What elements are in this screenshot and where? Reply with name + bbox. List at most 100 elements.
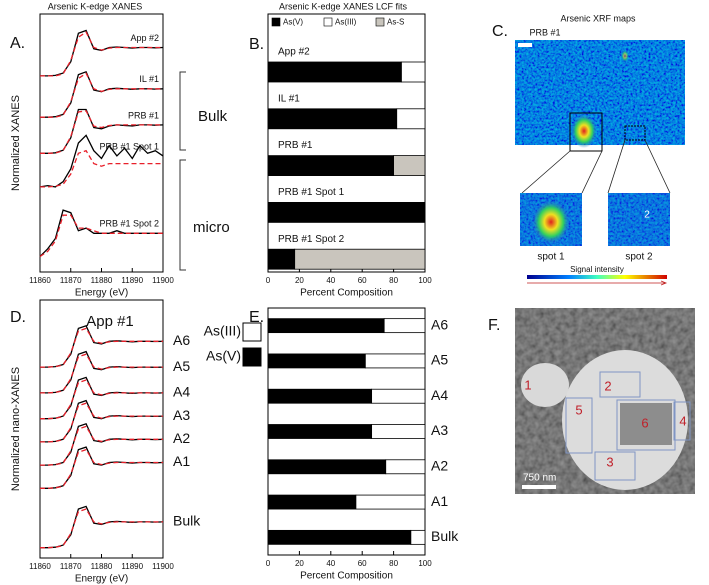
category-label: A1 xyxy=(431,493,448,509)
particle xyxy=(521,363,569,407)
legend-label: As(III) xyxy=(204,323,241,339)
xrf-noise xyxy=(515,40,685,145)
spot-marker: 2 xyxy=(644,210,650,221)
annotation: micro xyxy=(193,219,230,236)
chart-title: Arsenic K-edge XANES LCF fits xyxy=(279,1,408,11)
core xyxy=(620,403,672,445)
spectrum xyxy=(40,422,164,466)
legend-label: As(V) xyxy=(206,348,241,364)
spectrum xyxy=(39,134,164,188)
x-tick-label: 11890 xyxy=(121,562,143,571)
bar-segment xyxy=(267,155,394,177)
bar-segment xyxy=(401,61,426,83)
x-tick-label: 60 xyxy=(358,559,367,568)
category-label: PRB #1 Spot 2 xyxy=(278,234,345,245)
bar-segment xyxy=(267,388,373,404)
bracket xyxy=(179,71,186,151)
connector xyxy=(521,139,671,194)
x-tick-label: 11880 xyxy=(91,276,113,285)
series-label: A1 xyxy=(173,453,190,469)
x-tick-label: 40 xyxy=(326,276,335,285)
category-label: App #2 xyxy=(278,47,310,58)
category-label: A5 xyxy=(431,352,448,368)
category-label: PRB #1 xyxy=(278,140,313,151)
scale-bar-label: 750 nm xyxy=(523,473,556,484)
zoom-noise xyxy=(608,193,670,246)
fit-line xyxy=(40,31,163,77)
spectrum xyxy=(40,376,164,420)
zoom-box xyxy=(569,112,603,152)
colorbar-arrow xyxy=(527,280,668,286)
fit-line xyxy=(40,508,163,549)
panel-label: D. xyxy=(10,309,26,326)
scale-bar xyxy=(522,485,556,489)
bar-segment xyxy=(383,318,426,334)
category-label: A4 xyxy=(431,387,448,403)
spectrum xyxy=(40,324,164,368)
bar-segment xyxy=(267,353,366,369)
category-label: PRB #1 Spot 1 xyxy=(278,187,345,198)
legend-label: As(III) xyxy=(335,18,357,27)
spectrum xyxy=(40,399,164,443)
title: Arsenic XRF maps xyxy=(560,13,636,23)
x-tick-label: 20 xyxy=(295,276,304,285)
fit-line xyxy=(40,448,163,489)
bar-segment xyxy=(371,388,426,404)
legend-swatch xyxy=(242,322,262,342)
bar-segment xyxy=(267,318,385,334)
x-tick-label: 11870 xyxy=(60,276,82,285)
x-tick-label: 11890 xyxy=(121,276,143,285)
region-boxes xyxy=(565,371,691,481)
fit-line xyxy=(40,327,163,368)
bar-segment xyxy=(294,248,426,270)
bracket xyxy=(179,159,186,271)
legend-label: As-S xyxy=(387,18,404,27)
region-label: 2 xyxy=(604,378,611,393)
fit-line xyxy=(40,149,163,188)
x-tick-label: 0 xyxy=(266,276,271,285)
hotspot xyxy=(571,114,597,148)
x-axis-label: Percent Composition xyxy=(300,571,393,582)
legend-swatch xyxy=(323,17,333,27)
x-axis-label: Energy (eV) xyxy=(75,574,128,585)
bar-segment xyxy=(267,108,398,130)
region-label: 6 xyxy=(641,415,648,430)
x-tick-label: 60 xyxy=(358,276,367,285)
series-label: IL #1 xyxy=(139,74,159,84)
category-label: A6 xyxy=(431,316,448,332)
y-axis-label: Normalized XANES xyxy=(10,95,22,191)
fit-line xyxy=(40,425,163,466)
legend-swatch xyxy=(375,17,385,27)
colorbar xyxy=(527,275,667,279)
bar-segment xyxy=(267,61,402,83)
x-tick-label: 80 xyxy=(389,559,398,568)
bar-segment xyxy=(267,201,426,223)
legend-swatch xyxy=(242,347,262,367)
x-tick-label: 20 xyxy=(295,559,304,568)
panel-label: A. xyxy=(10,35,25,52)
x-tick-label: 11880 xyxy=(91,562,113,571)
spectrum xyxy=(40,446,164,489)
zoom-box xyxy=(624,125,646,141)
bar-segment xyxy=(385,459,426,475)
bar-segment xyxy=(364,353,426,369)
bar-segment xyxy=(396,108,426,130)
panel-label: E. xyxy=(249,309,264,326)
colorbar-label: Signal intensity xyxy=(570,265,624,274)
spot-label: spot 1 xyxy=(537,252,565,263)
category-label: IL #1 xyxy=(278,93,300,104)
x-tick-label: 40 xyxy=(326,559,335,568)
bar-segment xyxy=(267,494,357,510)
bar-segment xyxy=(267,248,296,270)
x-tick-label: 100 xyxy=(418,276,432,285)
series-label: A3 xyxy=(173,407,190,423)
series-label: PRB #1 Spot 1 xyxy=(99,141,159,151)
series-label: A4 xyxy=(173,384,190,400)
region-label: 3 xyxy=(606,454,613,469)
fit-line xyxy=(40,110,163,154)
panel-f: F. 1 2 3 4 5 6 750 nm xyxy=(488,308,695,494)
series-label: Bulk xyxy=(173,513,201,529)
hotspot xyxy=(532,200,570,244)
region-label: 5 xyxy=(575,402,582,417)
